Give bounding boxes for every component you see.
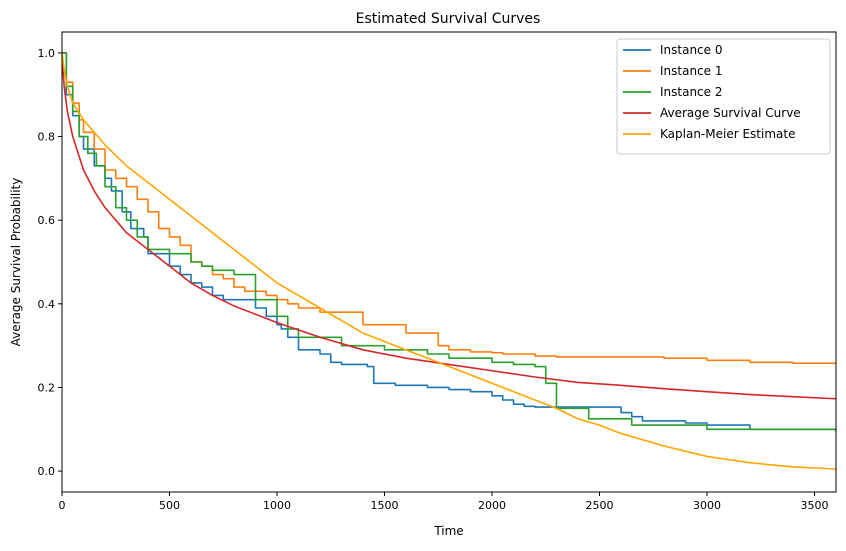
- x-tick-label: 2500: [586, 499, 614, 512]
- legend-box: [616, 38, 831, 155]
- series-line-3: [62, 52, 836, 400]
- series-line-0: [62, 52, 836, 431]
- x-axis: 0 500 1000 1500 2000 2500 3000 3500: [59, 492, 829, 512]
- legend-entry-2: Instance 2: [660, 85, 723, 99]
- y-tick-label: 1.0: [38, 47, 56, 60]
- legend-entry-1: Instance 1: [660, 64, 723, 78]
- y-tick-label: 0.0: [38, 465, 56, 478]
- series-line-1: [62, 52, 836, 365]
- x-tick-label: 1000: [263, 499, 291, 512]
- x-tick-label: 3500: [801, 499, 829, 512]
- plot-frame: [61, 31, 837, 493]
- series-layer: [62, 52, 836, 470]
- legend: Instance 0 Instance 1 Instance 2 Average Su…: [616, 38, 831, 155]
- x-tick-label: 500: [159, 499, 180, 512]
- series-line-4: [62, 52, 836, 470]
- x-tick-label: 1500: [371, 499, 399, 512]
- x-axis-label: Time: [433, 524, 463, 538]
- x-tick-label: 2000: [478, 499, 506, 512]
- x-tick-label: 3000: [693, 499, 721, 512]
- y-axis: 0.0 0.2 0.4 0.6 0.8 1.0: [38, 47, 62, 478]
- legend-entry-3: Average Survival Curve: [660, 106, 801, 120]
- y-tick-label: 0.8: [38, 131, 56, 144]
- y-tick-label: 0.6: [38, 214, 56, 227]
- series-line-2: [62, 52, 836, 432]
- y-axis-label: Average Survival Probability: [9, 178, 23, 347]
- chart-title: Estimated Survival Curves: [356, 11, 541, 27]
- x-tick-label: 0: [59, 499, 66, 512]
- legend-entry-0: Instance 0: [660, 43, 723, 57]
- y-tick-label: 0.2: [38, 381, 56, 394]
- y-tick-label: 0.4: [38, 298, 56, 311]
- legend-entry-4: Kaplan-Meier Estimate: [660, 127, 795, 141]
